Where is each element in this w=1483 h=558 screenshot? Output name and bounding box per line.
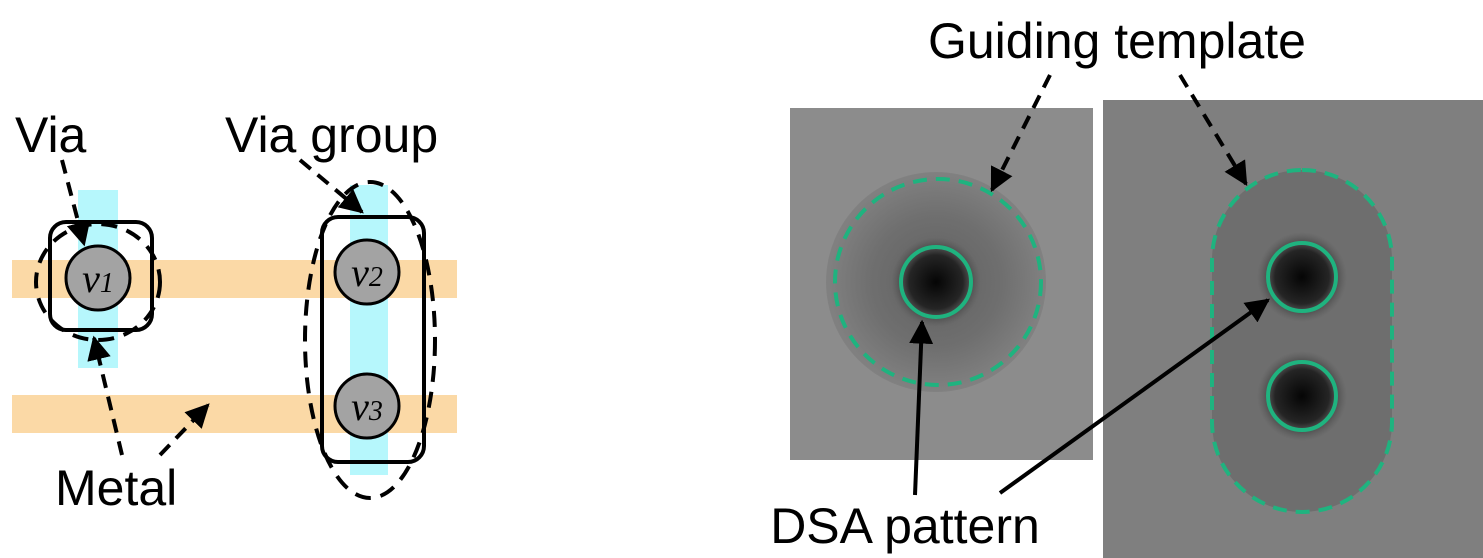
dsa-shade [1257,351,1347,441]
via-index: 1 [100,268,114,299]
via-index: 2 [369,262,383,293]
left-panel: v1 v2 v3 Via Via group Metal [12,107,457,516]
right-panel: Guiding template DSA pattern [770,13,1483,558]
via-text: Via [15,107,87,163]
via-index: 3 [368,396,383,427]
metal-text: Metal [55,460,177,516]
dsa-shade [1257,232,1347,322]
via-letter: v [351,384,369,429]
via-group-text: Via group [225,107,438,163]
dsa-shade [891,237,981,327]
guiding-template-text: Guiding template [928,13,1306,69]
template-shade [1212,170,1392,512]
dsa-pattern-text: DSA pattern [770,498,1040,554]
figure: v1 v2 v3 Via Via group Metal Guiding tem… [0,0,1483,558]
via-letter: v [82,256,100,301]
via-letter: v [351,250,369,295]
